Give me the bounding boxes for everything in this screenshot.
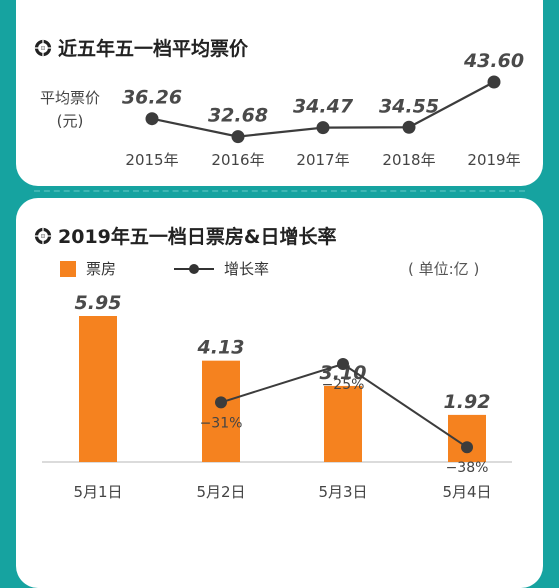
avg-price-line-chart: 平均票价 (元) 36.26 2015年 32.68 2016年 34.47 2017年 3…: [40, 50, 524, 169]
bar-date-label: 5月2日: [196, 483, 245, 501]
daily-bar-chart: 5.955月1日4.135月2日3.105月3日1.925月4日−31%−25%…: [42, 292, 512, 501]
legend-growth-line: [174, 263, 215, 274]
boxoffice-bar: [79, 316, 117, 462]
growth-point: [461, 441, 473, 454]
boxoffice-value-label: 4.13: [197, 337, 245, 359]
avg-price-value-label: 34.47: [293, 96, 354, 118]
growth-point: [215, 396, 227, 409]
boxoffice-value-label: 5.95: [75, 292, 122, 314]
avg-price-point: [402, 120, 416, 134]
card-notch-right: [532, 179, 554, 201]
bar-date-label: 5月4日: [442, 483, 491, 501]
legend-boxoffice-swatch: [60, 260, 76, 277]
daily-legend: 票房 增长率: [60, 258, 269, 279]
growth-value-label: −38%: [446, 460, 489, 476]
daily-title: 2019年五一档日票房&日增长率: [58, 226, 337, 248]
boxoffice-value-label: 1.92: [444, 391, 491, 413]
soccer-ball-icon: [34, 227, 52, 244]
avg-price-point: [231, 130, 245, 144]
avg-price-year-label: 2019年: [467, 151, 520, 169]
avg-price-point: [487, 75, 501, 89]
avg-price-value-label: 43.60: [463, 50, 524, 72]
growth-value-label: −31%: [200, 415, 243, 431]
avg-price-value-label: 32.68: [208, 105, 268, 127]
unit-label: ( 单位:亿 ): [408, 260, 480, 278]
growth-value-label: −25%: [322, 377, 365, 393]
avg-price-year-label: 2017年: [296, 151, 349, 169]
growth-point: [337, 358, 349, 370]
avg-price-year-label: 2018年: [382, 151, 435, 169]
avg-price-year-label: 2016年: [211, 151, 264, 169]
bar-date-label: 5月3日: [318, 483, 367, 501]
avg-price-title-row: 近五年五一档平均票价: [34, 34, 248, 61]
soccer-ball-icon: [34, 39, 52, 56]
card-divider: [34, 190, 525, 192]
avg-price-year-label: 2015年: [125, 151, 178, 169]
avg-price-point: [316, 121, 330, 135]
avg-price-point: [145, 112, 159, 126]
daily-title-row: 2019年五一档日票房&日增长率: [34, 222, 336, 249]
avg-price-value-label: 36.26: [122, 87, 182, 109]
avg-price-ylabel-line1: 平均票价: [40, 89, 100, 107]
boxoffice-bar: [324, 385, 362, 462]
legend-growth-label: 增长率: [224, 260, 270, 278]
boxoffice-bar: [202, 360, 240, 462]
card-notch-left: [5, 179, 27, 201]
avg-price-value-label: 34.55: [379, 95, 439, 117]
avg-price-card: [16, 0, 543, 186]
legend-boxoffice-label: 票房: [86, 260, 117, 278]
avg-price-ylabel-line2: (元): [57, 112, 84, 130]
bar-date-label: 5月1日: [73, 483, 122, 501]
avg-price-title: 近五年五一档平均票价: [58, 38, 249, 60]
